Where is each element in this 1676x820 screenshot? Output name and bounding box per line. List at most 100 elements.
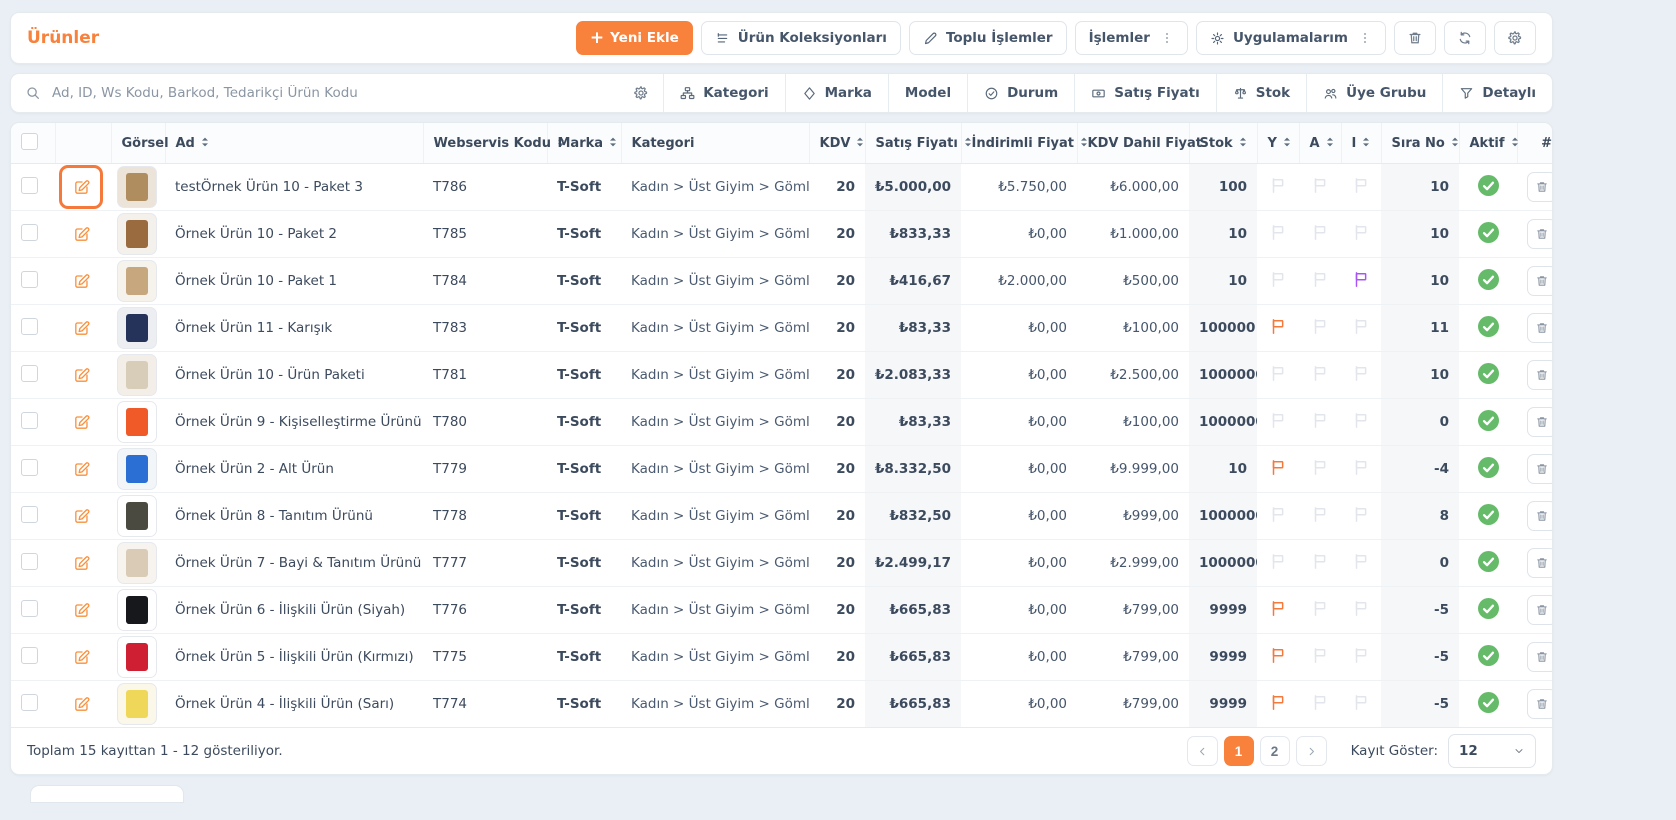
search-settings-button[interactable] [619,74,663,112]
flag-y-icon[interactable] [1270,600,1287,617]
flag-a-icon[interactable] [1312,271,1329,288]
flag-a-icon[interactable] [1312,506,1329,523]
row-checkbox[interactable] [21,317,38,335]
edit-button[interactable] [59,165,103,209]
add-new-button[interactable]: + Yeni Ekle [575,21,693,55]
flag-y-icon[interactable] [1270,412,1287,429]
column-header-stok[interactable]: Stok [1189,123,1258,164]
delete-row-button[interactable] [1527,219,1552,249]
flag-y-icon[interactable] [1270,459,1287,476]
edit-button[interactable] [59,447,103,491]
flag-i-icon[interactable] [1353,459,1370,476]
edit-button[interactable] [59,353,103,397]
active-status-icon[interactable] [1477,268,1499,290]
filter-sale-price[interactable]: Satış Fiyatı [1074,74,1216,112]
flag-a-icon[interactable] [1312,177,1329,194]
delete-row-button[interactable] [1527,407,1552,437]
column-header-a[interactable]: A [1299,123,1342,164]
row-checkbox[interactable] [21,505,38,523]
row-checkbox[interactable] [21,552,38,570]
active-status-icon[interactable] [1477,644,1499,666]
flag-i-icon[interactable] [1353,600,1370,617]
flag-i-icon[interactable] [1353,177,1370,194]
flag-i-icon[interactable] [1353,271,1370,288]
delete-row-button[interactable] [1527,360,1552,390]
edit-button[interactable] [59,635,103,679]
delete-row-button[interactable] [1527,313,1552,343]
delete-row-button[interactable] [1527,548,1552,578]
column-header-satis-fiyati[interactable]: Satış Fiyatı [865,123,961,164]
flag-a-icon[interactable] [1312,318,1329,335]
row-checkbox[interactable] [21,364,38,382]
page-size-select[interactable]: 12 [1448,734,1536,768]
filter-category[interactable]: Kategori [663,74,784,112]
flag-i-icon[interactable] [1353,647,1370,664]
row-checkbox[interactable] [21,223,38,241]
edit-button[interactable] [59,682,103,726]
delete-row-button[interactable] [1527,689,1552,719]
flag-a-icon[interactable] [1312,600,1329,617]
delete-row-button[interactable] [1527,172,1552,202]
flag-i-icon[interactable] [1353,412,1370,429]
column-header-i[interactable]: I [1341,123,1382,164]
row-checkbox[interactable] [21,411,38,429]
active-status-icon[interactable] [1477,315,1499,337]
filter-stock[interactable]: Stok [1215,74,1306,112]
product-collections-button[interactable]: Ürün Koleksiyonları [700,21,901,55]
delete-row-button[interactable] [1527,642,1552,672]
flag-a-icon[interactable] [1312,412,1329,429]
column-header-marka[interactable]: Marka [547,123,622,164]
flag-y-icon[interactable] [1270,694,1287,711]
flag-i-icon[interactable] [1353,318,1370,335]
flag-i-icon[interactable] [1353,365,1370,382]
flag-y-icon[interactable] [1270,506,1287,523]
active-status-icon[interactable] [1477,503,1499,525]
active-status-icon[interactable] [1477,221,1499,243]
page-button-1[interactable]: 1 [1223,736,1254,766]
active-status-icon[interactable] [1477,691,1499,713]
flag-a-icon[interactable] [1312,694,1329,711]
row-checkbox[interactable] [21,646,38,664]
next-page-button[interactable] [1295,736,1327,766]
delete-row-button[interactable] [1527,454,1552,484]
column-header-y[interactable]: Y [1257,123,1300,164]
filter-status[interactable]: Durum [967,74,1074,112]
active-status-icon[interactable] [1477,409,1499,431]
edit-button[interactable] [59,541,103,585]
column-header-indirimli-fiyat[interactable]: İndirimli Fiyat [961,123,1077,164]
filter-member-group[interactable]: Üye Grubu [1306,74,1442,112]
edit-button[interactable] [59,494,103,538]
select-all-checkbox[interactable] [21,132,38,150]
column-header-sira-no[interactable]: Sıra No [1381,123,1460,164]
flag-y-icon[interactable] [1270,318,1287,335]
delete-button[interactable] [1394,21,1436,55]
refresh-button[interactable] [1444,21,1486,55]
flag-a-icon[interactable] [1312,365,1329,382]
delete-row-button[interactable] [1527,501,1552,531]
column-header-webservis-kodu[interactable]: Webservis Kodu [423,123,547,164]
column-header-aktif[interactable]: Aktif [1459,123,1517,164]
operations-button[interactable]: İşlemler [1074,21,1188,55]
flag-y-icon[interactable] [1270,647,1287,664]
row-checkbox[interactable] [21,458,38,476]
edit-button[interactable] [59,588,103,632]
flag-y-icon[interactable] [1270,365,1287,382]
row-checkbox[interactable] [21,693,38,711]
edit-button[interactable] [59,400,103,444]
my-apps-button[interactable]: Uygulamalarım [1195,21,1386,55]
delete-row-button[interactable] [1527,266,1552,296]
search-input[interactable] [50,84,606,102]
filter-brand[interactable]: Marka [784,74,888,112]
flag-a-icon[interactable] [1312,224,1329,241]
flag-y-icon[interactable] [1270,553,1287,570]
column-header-ad[interactable]: Ad [165,123,424,164]
flag-i-icon[interactable] [1353,694,1370,711]
active-status-icon[interactable] [1477,362,1499,384]
column-header-kdv[interactable]: KDV [809,123,866,164]
flag-i-icon[interactable] [1353,553,1370,570]
active-status-icon[interactable] [1477,597,1499,619]
edit-button[interactable] [59,306,103,350]
edit-button[interactable] [59,212,103,256]
flag-a-icon[interactable] [1312,459,1329,476]
delete-row-button[interactable] [1527,595,1552,625]
